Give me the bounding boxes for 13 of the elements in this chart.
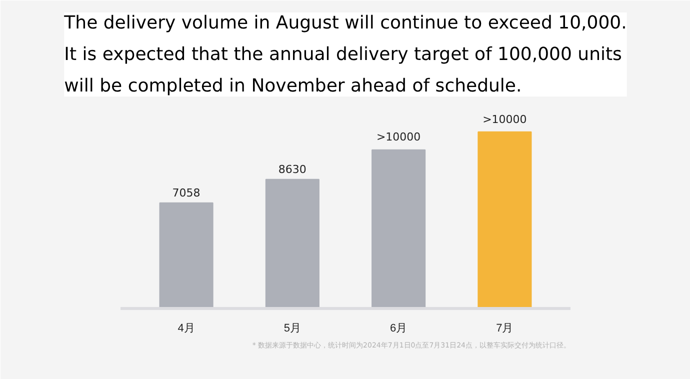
data-label: >10000: [482, 112, 527, 126]
bar: [478, 131, 532, 308]
x-tick-label: 4月: [178, 322, 195, 334]
x-tick-label: 7月: [496, 322, 514, 334]
bar: [159, 202, 214, 308]
data-label: 8630: [278, 163, 306, 176]
bar: [265, 178, 320, 308]
data-label: 7058: [172, 186, 200, 200]
chart-title: The delivery volume in August will continue to exceed 10,000. It is expected that the annual delivery target of 100,000 units will be completed in November ahead of schedule.: [63, 12, 627, 96]
x-tick-label: 5月: [284, 322, 301, 334]
data-label: >10000: [376, 130, 421, 144]
x-tick-label: 6月: [390, 322, 408, 334]
bar: [372, 149, 426, 308]
